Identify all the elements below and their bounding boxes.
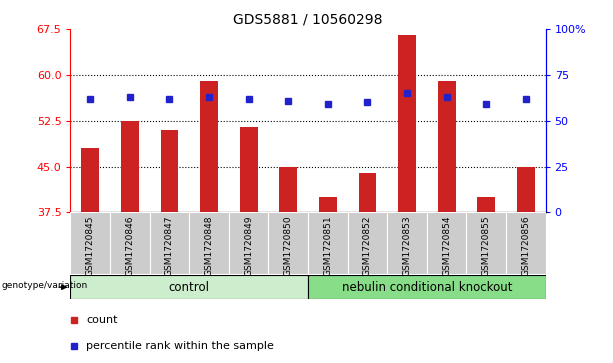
- Bar: [82, 148, 99, 212]
- Bar: [319, 197, 337, 212]
- Bar: [348, 212, 387, 274]
- Text: control: control: [169, 281, 210, 294]
- Bar: [427, 212, 466, 274]
- Bar: [506, 212, 546, 274]
- Bar: [308, 275, 546, 299]
- Text: nebulin conditional knockout: nebulin conditional knockout: [341, 281, 512, 294]
- Bar: [387, 212, 427, 274]
- Bar: [189, 212, 229, 274]
- Text: genotype/variation: genotype/variation: [1, 281, 88, 290]
- Bar: [280, 167, 297, 212]
- Text: GSM1720849: GSM1720849: [244, 215, 253, 276]
- Bar: [229, 212, 268, 274]
- Text: GSM1720851: GSM1720851: [323, 215, 332, 276]
- Text: GSM1720845: GSM1720845: [86, 215, 95, 276]
- Text: GSM1720850: GSM1720850: [284, 215, 293, 276]
- Text: GSM1720856: GSM1720856: [521, 215, 530, 276]
- Text: GSM1720846: GSM1720846: [126, 215, 134, 276]
- Bar: [517, 167, 535, 212]
- Text: count: count: [86, 315, 118, 325]
- Bar: [478, 197, 495, 212]
- Bar: [70, 212, 110, 274]
- Text: percentile rank within the sample: percentile rank within the sample: [86, 341, 274, 351]
- Bar: [268, 212, 308, 274]
- Bar: [398, 35, 416, 212]
- Text: GSM1720852: GSM1720852: [363, 215, 372, 276]
- Text: GSM1720848: GSM1720848: [205, 215, 213, 276]
- Title: GDS5881 / 10560298: GDS5881 / 10560298: [234, 12, 383, 26]
- Bar: [359, 173, 376, 212]
- Bar: [150, 212, 189, 274]
- Bar: [466, 212, 506, 274]
- Text: GSM1720853: GSM1720853: [403, 215, 411, 276]
- Bar: [110, 212, 150, 274]
- Bar: [70, 275, 308, 299]
- Bar: [121, 121, 139, 212]
- Bar: [438, 81, 455, 212]
- Bar: [161, 130, 178, 212]
- Text: GSM1720847: GSM1720847: [165, 215, 174, 276]
- Bar: [200, 81, 218, 212]
- Text: GSM1720855: GSM1720855: [482, 215, 490, 276]
- Bar: [240, 127, 257, 212]
- Text: GSM1720854: GSM1720854: [442, 215, 451, 276]
- Bar: [308, 212, 348, 274]
